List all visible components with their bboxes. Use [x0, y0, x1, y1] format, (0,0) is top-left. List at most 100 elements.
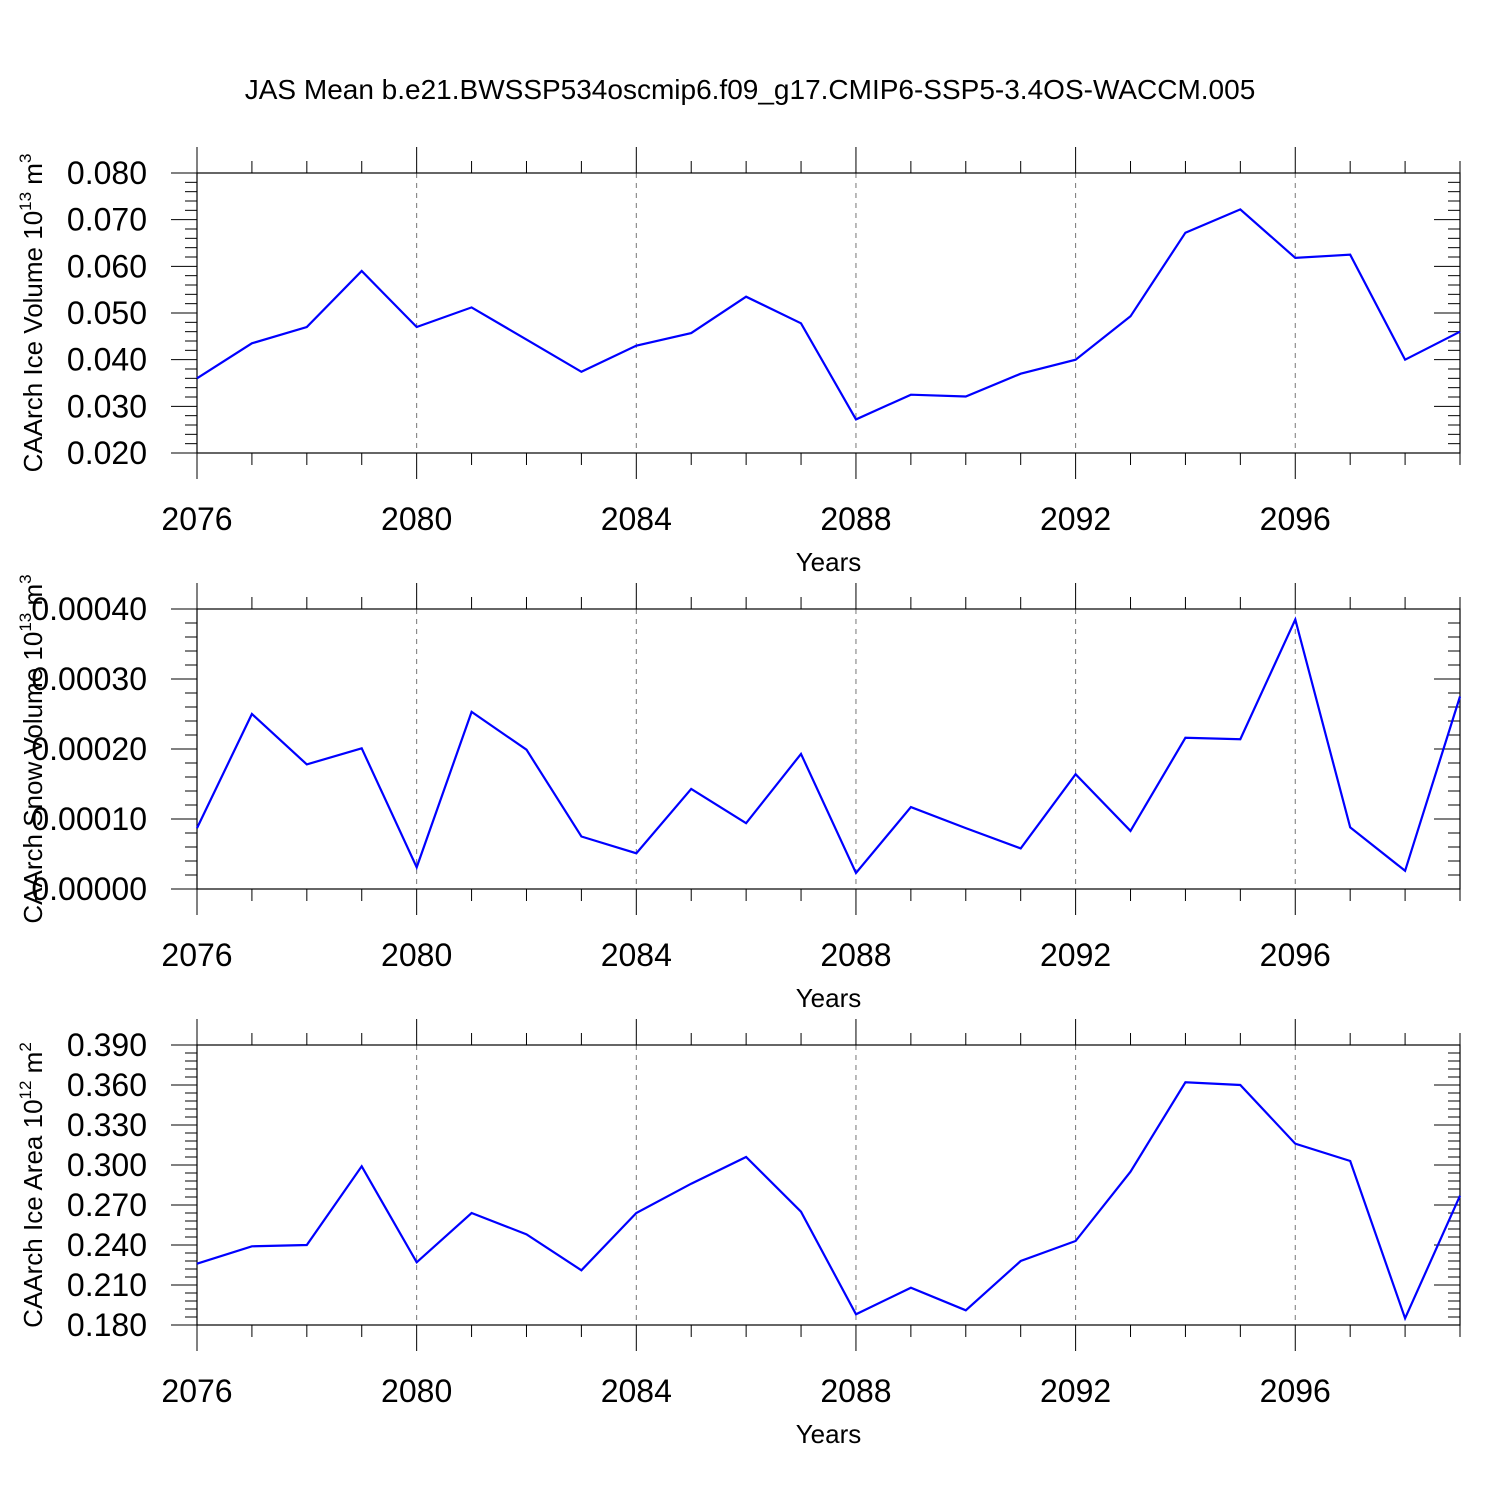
data-point-2080 — [416, 1261, 418, 1263]
x-tick-label: 2080 — [381, 1373, 452, 1409]
data-point-2091 — [1020, 1260, 1022, 1262]
y-axis-title: CAArch Snow Volume 1013 m3 — [16, 574, 48, 923]
data-point-2090 — [965, 1309, 967, 1311]
data-point-2097 — [1349, 254, 1351, 256]
data-point-2097 — [1349, 1160, 1351, 1162]
data-point-2081 — [471, 306, 473, 308]
data-point-2076 — [196, 827, 198, 829]
x-axis-title: Years — [796, 1419, 862, 1449]
data-point-2083 — [580, 371, 582, 373]
data-point-2085 — [690, 788, 692, 790]
y-tick-label: 0.020 — [67, 435, 147, 471]
y-tick-label: 0.040 — [67, 342, 147, 378]
data-point-2080 — [416, 866, 418, 868]
data-point-2091 — [1020, 373, 1022, 375]
data-point-2088 — [855, 418, 857, 420]
x-tick-label: 2080 — [381, 501, 452, 537]
x-tick-label: 2096 — [1260, 937, 1331, 973]
data-point-2083 — [580, 836, 582, 838]
y-tick-label: 0.330 — [67, 1107, 147, 1143]
data-point-2093 — [1130, 830, 1132, 832]
data-point-2091 — [1020, 847, 1022, 849]
data-point-2087 — [800, 322, 802, 324]
y-tick-label: 0.210 — [67, 1267, 147, 1303]
data-point-2076 — [196, 1263, 198, 1265]
data-point-2098 — [1404, 1317, 1406, 1319]
y-tick-label: 0.050 — [67, 295, 147, 331]
data-point-2082 — [525, 1233, 527, 1235]
y-tick-label: 0.270 — [67, 1187, 147, 1223]
data-point-2085 — [690, 332, 692, 334]
x-tick-label: 2084 — [601, 937, 672, 973]
data-point-2095 — [1239, 208, 1241, 210]
x-tick-label: 2080 — [381, 937, 452, 973]
data-point-2099 — [1459, 1195, 1461, 1197]
data-point-2094 — [1184, 232, 1186, 234]
data-point-2084 — [635, 345, 637, 347]
y-tick-label: 0.00010 — [31, 801, 147, 837]
data-point-2076 — [196, 377, 198, 379]
panel-1: 2076 2080 2084 2088 2092 2096 Years 0.020 0.030 0… — [16, 147, 1461, 577]
data-point-2084 — [635, 1212, 637, 1214]
data-point-2086 — [745, 1156, 747, 1158]
data-point-2079 — [361, 747, 363, 749]
data-point-2096 — [1294, 1143, 1296, 1145]
panel-3: 2076 2080 2084 2088 2092 2096 Years 0.180 0.210 0… — [16, 1019, 1462, 1449]
data-point-2077 — [251, 1245, 253, 1247]
data-point-2093 — [1130, 315, 1132, 317]
data-point-2086 — [745, 296, 747, 298]
plot-frame — [196, 1044, 1461, 1326]
data-point-2087 — [800, 1211, 802, 1213]
data-point-2098 — [1404, 359, 1406, 361]
data-point-2078 — [306, 763, 308, 765]
y-axis-title: CAArch Ice Volume 1013 m3 — [16, 154, 48, 473]
data-point-2078 — [306, 326, 308, 328]
data-point-2099 — [1459, 331, 1461, 333]
data-point-2081 — [471, 711, 473, 713]
y-tick-label: 0.180 — [67, 1307, 147, 1343]
panel-2: 2076 2080 2084 2088 2092 2096 Years 0.00000 0.00… — [16, 574, 1462, 1013]
x-tick-label: 2088 — [820, 501, 891, 537]
data-point-2089 — [910, 806, 912, 808]
data-point-2088 — [855, 872, 857, 874]
x-tick-label: 2088 — [820, 937, 891, 973]
x-tick-label: 2092 — [1040, 501, 1111, 537]
x-tick-label: 2092 — [1040, 1373, 1111, 1409]
data-point-2096 — [1294, 257, 1296, 259]
data-point-2092 — [1075, 773, 1077, 775]
y-tick-label: 0.360 — [67, 1067, 147, 1103]
data-point-2094 — [1184, 1081, 1186, 1083]
figure-title: JAS Mean b.e21.BWSSP534oscmip6.f09_g17.C… — [245, 74, 1256, 105]
data-point-2085 — [690, 1183, 692, 1185]
x-axis-title: Years — [796, 547, 862, 577]
data-point-2079 — [361, 1165, 363, 1167]
x-axis-title: Years — [796, 983, 862, 1013]
y-tick-label: 0.00000 — [31, 871, 147, 907]
data-point-2082 — [525, 749, 527, 751]
y-tick-label: 0.00040 — [31, 591, 147, 627]
data-point-2092 — [1075, 1240, 1077, 1242]
y-tick-label: 0.080 — [67, 155, 147, 191]
y-tick-label: 0.240 — [67, 1227, 147, 1263]
data-point-2093 — [1130, 1171, 1132, 1173]
x-tick-label: 2088 — [820, 1373, 891, 1409]
data-point-2092 — [1075, 359, 1077, 361]
plot-frame — [196, 172, 1461, 454]
data-point-2086 — [745, 822, 747, 824]
data-point-2090 — [965, 827, 967, 829]
y-tick-label: 0.070 — [67, 202, 147, 238]
y-tick-label: 0.00030 — [31, 661, 147, 697]
y-tick-label: 0.300 — [67, 1147, 147, 1183]
x-tick-label: 2076 — [161, 937, 232, 973]
data-point-2081 — [471, 1212, 473, 1214]
data-point-2077 — [251, 713, 253, 715]
data-point-2084 — [635, 852, 637, 854]
x-tick-label: 2092 — [1040, 937, 1111, 973]
data-point-2080 — [416, 326, 418, 328]
data-point-2077 — [251, 342, 253, 344]
y-tick-label: 0.390 — [67, 1027, 147, 1063]
plot-frame — [196, 608, 1461, 890]
series-line — [196, 616, 1462, 875]
data-point-2083 — [580, 1269, 582, 1271]
